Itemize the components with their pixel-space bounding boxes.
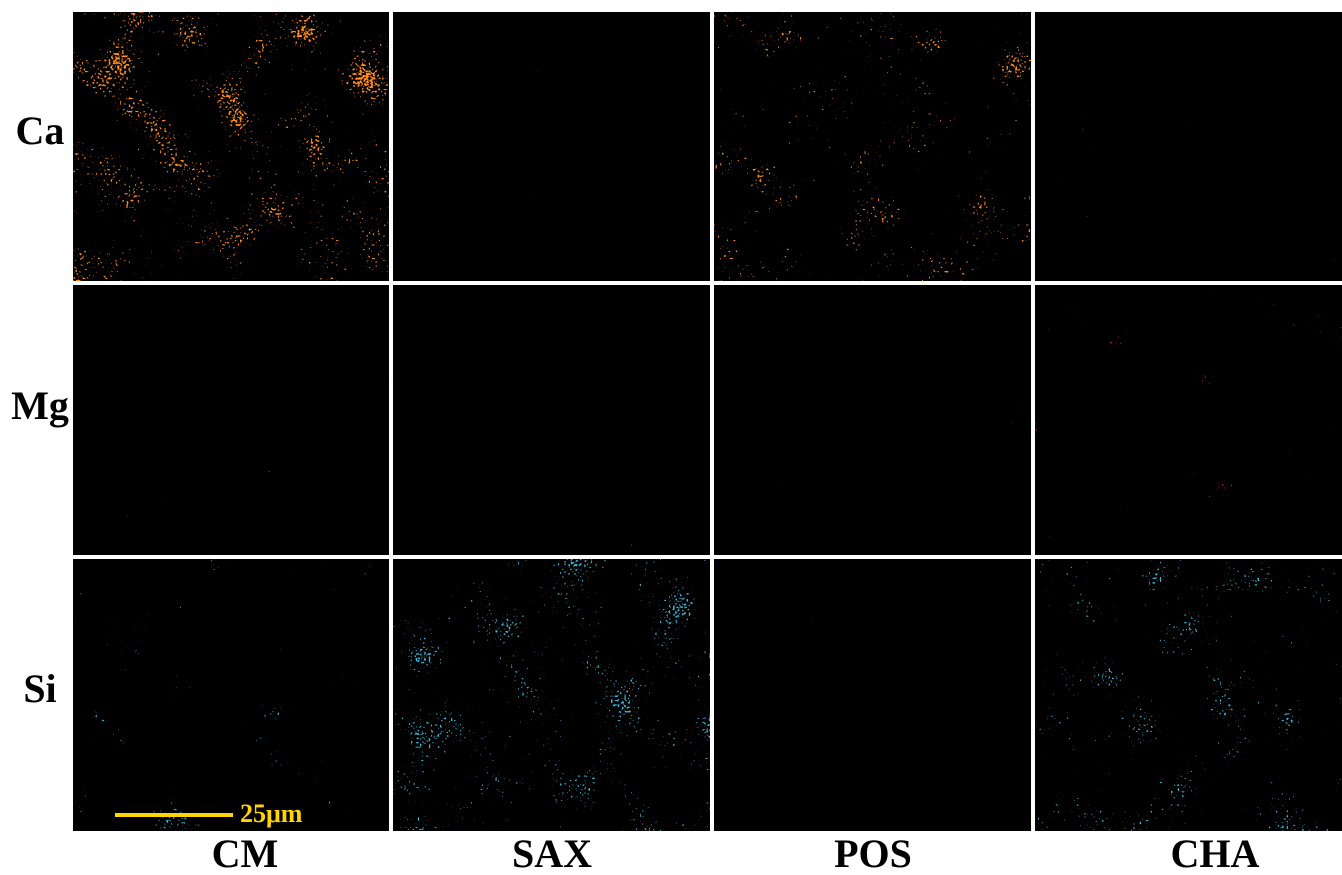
element-map (393, 559, 710, 831)
element-map (1035, 12, 1342, 281)
column-label: POS (834, 831, 912, 875)
row-label: Si (23, 666, 56, 711)
element-map (73, 285, 389, 555)
column-label: CM (212, 831, 279, 875)
column-label: CHA (1171, 831, 1260, 875)
element-map (73, 12, 389, 281)
row-label: Mg (11, 383, 69, 428)
element-map (714, 12, 1031, 281)
element-map (1035, 559, 1342, 831)
figure: Ca Mg Si CM SAX POS CHA 25μm (0, 0, 1342, 875)
element-map (714, 559, 1031, 831)
element-map (1035, 285, 1342, 555)
column-label: SAX (512, 831, 592, 875)
scale-bar-label: 25μm (240, 799, 303, 828)
row-label: Ca (16, 108, 65, 153)
element-map (393, 285, 710, 555)
element-map (714, 285, 1031, 555)
element-map (393, 12, 710, 281)
panel-grid (73, 12, 1342, 831)
element-map (73, 559, 389, 831)
